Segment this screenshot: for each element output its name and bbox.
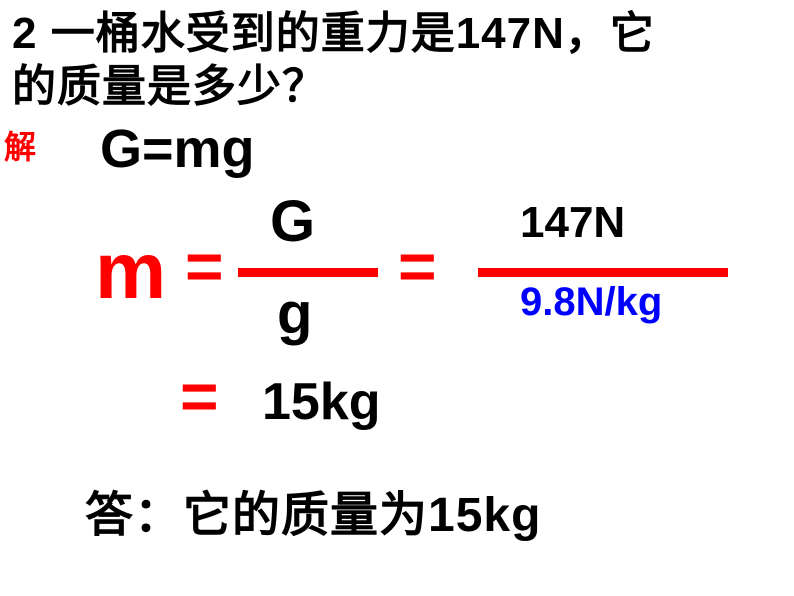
fraction2-line: [478, 268, 728, 277]
result-value: 15kg: [262, 372, 381, 432]
variable-m: m: [95, 225, 166, 317]
fraction2-numerator: 147N: [520, 198, 625, 248]
fraction1-denominator: g: [277, 280, 312, 347]
answer-text: 答：它的质量为15kg: [85, 475, 541, 545]
formula-gmg: G=mg: [100, 118, 255, 180]
fraction2-denominator: 9.8N/kg: [520, 280, 662, 325]
equals-3: =: [180, 358, 219, 434]
equals-1: =: [185, 228, 224, 304]
question-text: 2 一桶水受到的重力是147N，它 的质量是多少？: [12, 8, 655, 114]
fraction1-numerator: G: [270, 188, 315, 255]
equals-2: =: [398, 228, 437, 304]
question-line2: 的质量是多少？: [12, 62, 327, 111]
solution-label: 解: [4, 122, 36, 168]
question-line1: 2 一桶水受到的重力是147N，它: [12, 9, 655, 58]
fraction1-line: [238, 268, 378, 277]
